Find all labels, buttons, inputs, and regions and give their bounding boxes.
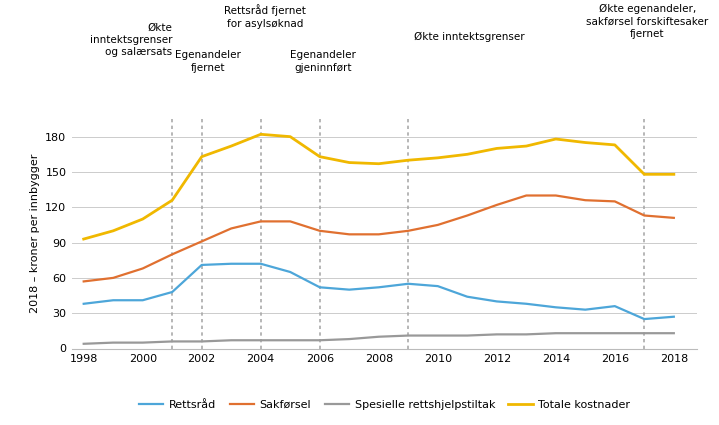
Y-axis label: 2018 – kroner per innbygger: 2018 – kroner per innbygger	[29, 154, 40, 314]
Text: Økte
inntektsgrenser
og salærsats: Økte inntektsgrenser og salærsats	[90, 23, 173, 57]
Legend: Rettsråd, Sakførsel, Spesielle rettshjelpstiltak, Totale kostnader: Rettsråd, Sakførsel, Spesielle rettshjel…	[134, 395, 635, 414]
Text: Rettsråd fjernet
for asylsøknad: Rettsråd fjernet for asylsøknad	[224, 4, 306, 28]
Text: Økte egenandeler,
sakførsel forskiftesaker
fjernet: Økte egenandeler, sakførsel forskiftesak…	[586, 4, 708, 39]
Text: Egenandeler
gjeninnført: Egenandeler gjeninnført	[290, 50, 356, 73]
Text: Økte inntektsgrenser: Økte inntektsgrenser	[414, 32, 525, 42]
Text: Egenandeler
fjernet: Egenandeler fjernet	[175, 50, 241, 73]
